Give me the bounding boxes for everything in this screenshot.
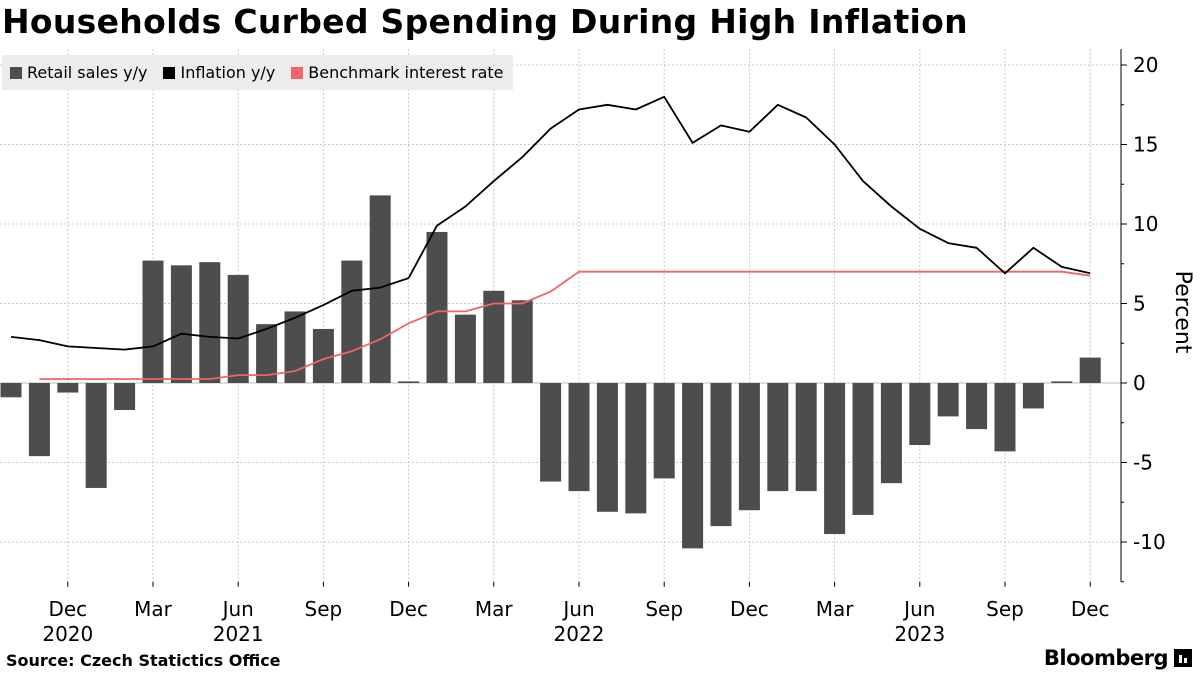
y-axis: -10 -5 0 5 10 15 20 [1120,49,1166,583]
bloomberg-terminal-icon [1174,649,1192,667]
retail-sales-bar [852,383,874,515]
retail-sales-bar [568,383,590,492]
retail-sales-bar [880,383,902,484]
retail-sales-bars [0,195,1101,549]
chart-title: Households Curbed Spending During High I… [2,2,968,41]
retail-sales-bar [767,383,789,492]
retail-sales-bar [114,383,136,411]
retail-sales-bar [625,383,647,514]
y-tick-label: 10 [1133,212,1158,236]
x-tick-label: Sep [986,597,1024,621]
y-tick-label: 5 [1133,292,1146,316]
gridlines [0,49,1121,582]
x-tick-label: Sep [305,597,343,621]
x-tick-label: Mar [816,597,855,621]
interest-rate-line [39,270,1091,380]
retail-sales-bar [85,383,107,488]
legend-swatch-retail-sales [10,66,22,79]
legend-swatch-inflation [163,66,176,79]
y-tick-label: -10 [1133,530,1166,554]
retail-sales-bar [540,383,562,482]
retail-sales-bar [795,383,817,492]
retail-sales-bar [170,265,192,383]
retail-sales-bar [256,324,278,383]
y-tick-label: 15 [1133,133,1158,157]
retail-sales-bar [398,381,420,383]
y-axis-label: Percent [1170,271,1195,354]
x-year-label: 2022 [554,622,605,646]
retail-sales-bar [909,383,931,446]
legend-label-interest-rate: Benchmark interest rate [308,63,504,82]
retail-sales-bar [824,383,846,535]
retail-sales-bar [511,300,533,383]
retail-sales-bar [937,383,959,417]
retail-sales-bar [596,383,618,512]
y-tick-label: 0 [1133,371,1146,395]
x-year-label: 2020 [42,622,93,646]
retail-sales-bar [682,383,704,549]
x-tick-label: Dec [1071,597,1110,621]
x-tick-label: Mar [134,597,173,621]
series-lines [10,95,1091,380]
retail-sales-bar [28,383,50,457]
legend-item-retail-sales: Retail sales y/y [10,63,147,82]
legend-item-inflation: Inflation y/y [163,63,275,82]
retail-sales-bar [199,262,221,383]
retail-sales-bar [1079,357,1101,383]
retail-sales-bar [710,383,732,527]
retail-sales-bar [1051,381,1073,383]
retail-sales-bar [227,274,249,383]
retail-sales-bar [483,290,505,383]
source-note: Source: Czech Statictics Office [6,651,281,670]
legend-swatch-interest-rate [291,66,304,79]
retail-sales-bar [994,383,1016,452]
legend-label-retail-sales: Retail sales y/y [27,63,148,82]
retail-sales-bar [966,383,988,430]
brand-wordmark: Bloomberg [1043,646,1169,670]
y-tick-label: 20 [1133,53,1158,77]
bloomberg-logo: Bloomberg [1044,646,1192,670]
x-tick-label: Jun [221,597,254,621]
retail-sales-bar [426,231,448,383]
retail-sales-bar [653,383,675,479]
retail-sales-bar [57,383,79,393]
retail-sales-bar [312,328,334,383]
x-tick-label: Jun [561,597,594,621]
retail-sales-bar [1022,383,1044,409]
x-tick-label: Mar [475,597,514,621]
legend-label-inflation: Inflation y/y [180,63,276,82]
y-tick-label: -5 [1133,451,1153,475]
x-tick-label: Dec [730,597,769,621]
retail-sales-bar [0,383,22,398]
x-tick-label: Dec [389,597,428,621]
retail-sales-bar [341,260,363,383]
retail-sales-bar [454,314,476,383]
x-year-label: 2023 [894,622,945,646]
x-tick-label: Jun [902,597,935,621]
legend-item-interest-rate: Benchmark interest rate [291,63,503,82]
legend: Retail sales y/y Inflation y/y Benchmark… [2,55,514,90]
retail-sales-bar [284,311,306,383]
x-tick-label: Sep [645,597,683,621]
inflation-line [10,95,1091,351]
x-year-label: 2021 [213,622,264,646]
retail-sales-bar [738,383,760,511]
x-tick-label: Dec [48,597,87,621]
retail-sales-bar [142,260,164,383]
